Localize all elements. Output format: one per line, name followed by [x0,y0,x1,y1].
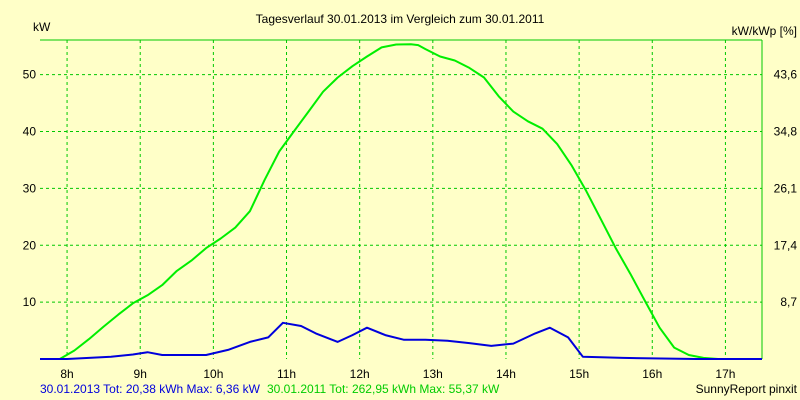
y-tick-label-left-30: 30 [23,181,37,195]
x-tick-label-11h: 11h [277,367,296,381]
y-tick-label-left-40: 40 [23,125,37,139]
x-tick-label-10h: 10h [203,367,223,381]
y-tick-label-left-10: 10 [23,295,37,309]
chart-title: Tagesverlauf 30.01.2013 im Vergleich zum… [256,12,545,26]
x-tick-label-17h: 17h [715,367,735,381]
y-axis-label-left: kW [33,20,51,34]
y-tick-label-left-20: 20 [23,238,37,252]
grid [40,40,762,359]
y-tick-label-left-50: 50 [23,68,37,82]
x-tick-label-13h: 13h [423,367,443,381]
footer-info-2011: 30.01.2011 Tot: 262,95 kWh Max: 55,37 kW [267,382,500,396]
y-tick-label-right-17,4: 17,4 [774,238,798,252]
y-axis-label-right: kW/kWp [%] [732,24,797,38]
y-tick-label-right-34,8: 34,8 [774,125,798,139]
x-tick-label-15h: 15h [569,367,589,381]
series-line-30.01.2013 [40,321,762,360]
x-tick-label-14h: 14h [496,367,516,381]
plot-frame [40,39,763,359]
footer-info-2013: 30.01.2013 Tot: 20,38 kWh Max: 6,36 kW [40,382,261,396]
series-line-30.01.2011 [40,43,762,360]
x-tick-label-8h: 8h [60,367,73,381]
x-tick-label-16h: 16h [642,367,662,381]
y-tick-label-right-8,7: 8,7 [780,295,797,309]
x-tick-label-9h: 9h [134,367,147,381]
tick-labels: 8h 9h 10h 11h 12h 13h 14h 15h 16h 17h 10 20 30 40 50 8,… [23,68,798,381]
footer-credit: SunnyReport pinxit [696,382,798,396]
x-tick-label-12h: 12h [350,367,370,381]
y-tick-label-right-43,6: 43,6 [774,68,798,82]
series-layer [40,43,762,360]
y-tick-label-right-26,1: 26,1 [774,181,798,195]
